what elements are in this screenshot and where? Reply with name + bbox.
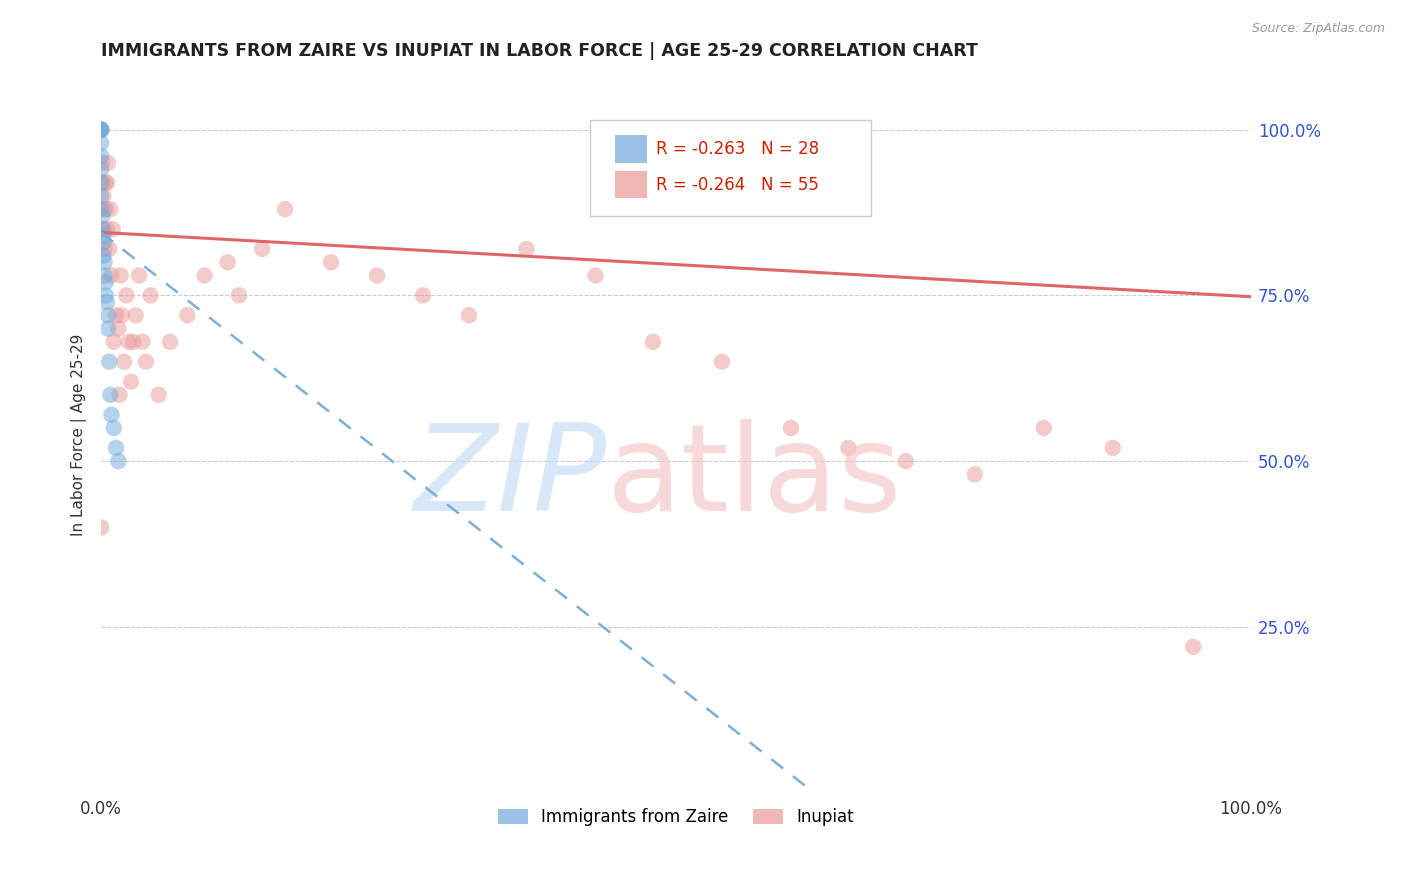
Point: [124, 308, 146, 322]
Point: [93, 222, 115, 236]
Point: [103, 421, 125, 435]
Point: [837, 441, 859, 455]
Point: [515, 242, 537, 256]
Text: ZIP: ZIP: [413, 419, 607, 536]
Point: [94, 288, 117, 302]
Point: [98, 242, 121, 256]
Point: [93, 202, 115, 217]
Point: [108, 388, 131, 402]
FancyBboxPatch shape: [614, 136, 647, 162]
Point: [90, 122, 112, 136]
Point: [115, 288, 138, 302]
Text: Source: ZipAtlas.com: Source: ZipAtlas.com: [1251, 22, 1385, 36]
Point: [458, 308, 481, 322]
Point: [1032, 421, 1054, 435]
FancyBboxPatch shape: [614, 171, 647, 198]
Point: [93, 268, 115, 283]
Point: [91, 176, 114, 190]
Point: [94, 176, 117, 190]
Point: [90, 520, 112, 534]
Y-axis label: In Labor Force | Age 25-29: In Labor Force | Age 25-29: [72, 334, 87, 536]
Point: [1101, 441, 1123, 455]
Point: [131, 334, 153, 349]
Point: [94, 275, 117, 289]
Point: [118, 334, 141, 349]
Point: [159, 334, 181, 349]
Point: [105, 441, 128, 455]
Point: [412, 288, 434, 302]
Point: [90, 202, 112, 217]
Point: [122, 334, 145, 349]
Point: [963, 467, 986, 482]
Point: [90, 136, 112, 150]
Point: [176, 308, 198, 322]
Point: [641, 334, 664, 349]
Text: R = -0.264   N = 55: R = -0.264 N = 55: [657, 176, 820, 194]
Point: [91, 209, 114, 223]
Point: [98, 202, 121, 217]
Point: [148, 388, 170, 402]
Point: [93, 189, 115, 203]
Point: [111, 308, 134, 322]
Point: [103, 334, 125, 349]
Point: [366, 268, 388, 283]
Point: [90, 176, 112, 190]
Point: [96, 295, 118, 310]
Point: [120, 375, 142, 389]
Point: [90, 189, 112, 203]
Point: [250, 242, 273, 256]
Point: [274, 202, 297, 217]
Point: [217, 255, 239, 269]
Point: [98, 388, 121, 402]
Point: [128, 268, 150, 283]
FancyBboxPatch shape: [589, 120, 872, 216]
Point: [139, 288, 162, 302]
Point: [96, 176, 118, 190]
Point: [894, 454, 917, 468]
Point: [93, 249, 115, 263]
Point: [93, 235, 115, 250]
Point: [91, 155, 114, 169]
Point: [100, 408, 122, 422]
Text: R = -0.263   N = 28: R = -0.263 N = 28: [657, 140, 820, 158]
Point: [94, 202, 117, 217]
Text: atlas: atlas: [607, 419, 903, 536]
Point: [90, 149, 112, 163]
Point: [98, 354, 121, 368]
Point: [90, 122, 112, 136]
Point: [101, 222, 124, 236]
Point: [97, 155, 120, 169]
Point: [90, 162, 112, 177]
Point: [112, 354, 135, 368]
Point: [93, 255, 115, 269]
Point: [105, 308, 128, 322]
Point: [91, 222, 114, 236]
Point: [97, 308, 120, 322]
Point: [90, 122, 112, 136]
Point: [100, 268, 122, 283]
Point: [135, 354, 157, 368]
Point: [780, 421, 803, 435]
Point: [93, 228, 115, 243]
Point: [97, 321, 120, 335]
Point: [710, 354, 733, 368]
Legend: Immigrants from Zaire, Inupiat: Immigrants from Zaire, Inupiat: [489, 800, 863, 834]
Point: [93, 242, 115, 256]
Point: [194, 268, 217, 283]
Text: IMMIGRANTS FROM ZAIRE VS INUPIAT IN LABOR FORCE | AGE 25-29 CORRELATION CHART: IMMIGRANTS FROM ZAIRE VS INUPIAT IN LABO…: [101, 42, 979, 60]
Point: [107, 454, 129, 468]
Point: [585, 268, 607, 283]
Point: [90, 122, 112, 136]
Point: [107, 321, 129, 335]
Point: [110, 268, 132, 283]
Point: [96, 222, 118, 236]
Point: [319, 255, 342, 269]
Point: [1182, 640, 1205, 654]
Point: [228, 288, 250, 302]
